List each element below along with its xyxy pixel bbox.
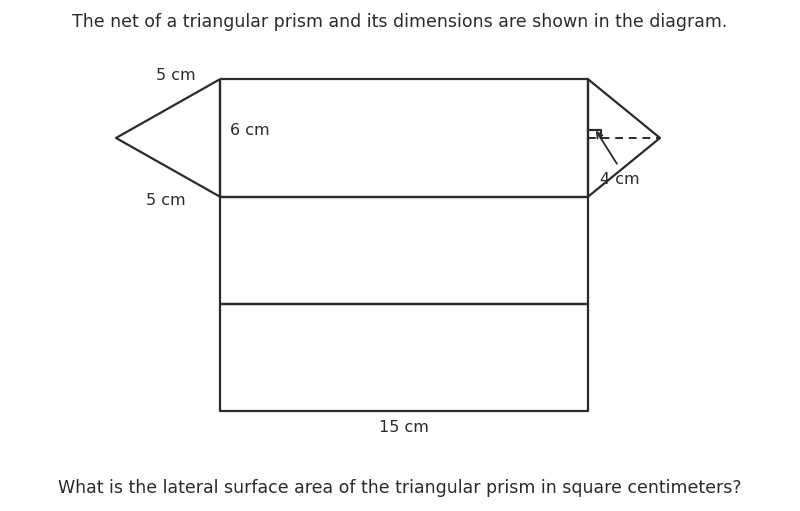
Text: 5 cm: 5 cm <box>146 193 186 208</box>
Text: 6 cm: 6 cm <box>230 123 270 138</box>
Text: 5 cm: 5 cm <box>156 68 196 83</box>
Text: 15 cm: 15 cm <box>379 420 429 435</box>
Text: 4 cm: 4 cm <box>600 172 640 187</box>
Text: The net of a triangular prism and its dimensions are shown in the diagram.: The net of a triangular prism and its di… <box>72 13 728 31</box>
Text: What is the lateral surface area of the triangular prism in square centimeters?: What is the lateral surface area of the … <box>58 479 742 497</box>
